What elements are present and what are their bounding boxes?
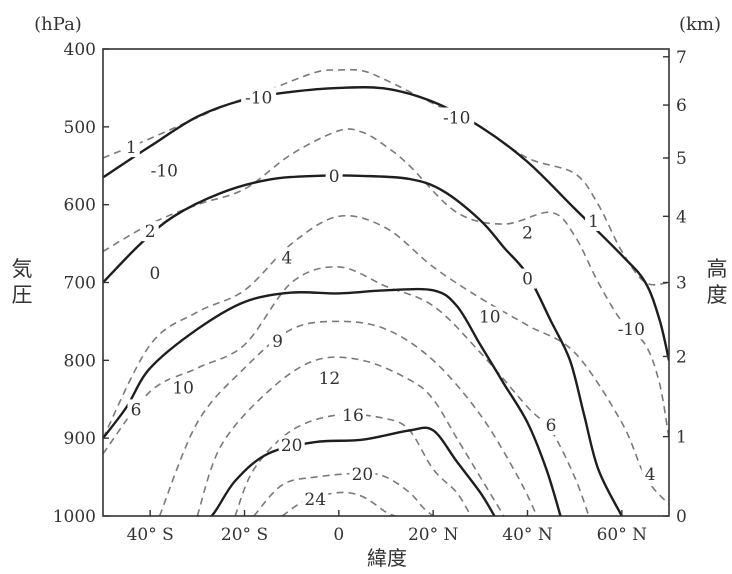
left-tick-label: 600 [64,196,96,216]
contour-label-backing [325,165,343,186]
contour-label-backing [241,87,277,108]
left-tick-label: 700 [64,274,96,294]
dashed-contour-6 [103,266,590,516]
left-axis-title-char-2: 圧 [12,283,33,307]
solid-contour-20 [197,426,496,516]
right-tick-label: 3 [676,274,687,294]
right-axis-title-char-2: 度 [707,283,728,307]
contour-label: 0 [149,264,160,284]
right-tick-label: 7 [676,48,687,68]
contour-label: 1 [588,212,599,232]
contour-label-backing [146,263,164,284]
contour-label-backing [439,107,475,128]
right-tick-label: 6 [676,96,687,116]
contour-label: 10 [172,379,194,399]
left-tick-label: 500 [64,118,96,138]
dashed-contour-12 [196,356,505,516]
contour-label: -10 [151,161,178,181]
contour-label-backing [519,268,536,289]
solid-contour--10 [103,86,669,361]
contour-label-backing [122,137,140,158]
right-unit-label: (km) [679,14,721,35]
contour-label: 4 [645,465,656,485]
right-tick-label: 0 [676,507,687,527]
contour-label: 20 [281,436,303,456]
left-tick-label: 400 [64,40,96,60]
contour-label-backing [542,414,560,435]
contour-label-backing [641,463,659,484]
contour-label-backing [613,319,649,340]
contour-label-backing [476,306,503,327]
contour-label: -10 [245,88,272,108]
right-tick-label: 2 [676,347,687,367]
contour-label: 10 [479,308,501,328]
contour-label: 0 [329,167,340,187]
left-tick-label: 1000 [53,507,96,527]
contour-label: 0 [522,270,533,290]
contour-label: 2 [522,224,533,244]
contour-label: 1 [126,138,137,158]
contour-label: 4 [282,249,293,269]
contour-label: 6 [131,400,142,420]
x-tick-label: 20° S [221,525,268,545]
right-axis-title-char-1: 高 [707,257,728,281]
contour-label: 20 [352,465,374,485]
contour-label: -10 [618,320,645,340]
contour-label: -10 [443,108,470,128]
contour-label-backing [278,435,305,456]
contour-label-backing [519,222,536,243]
solid-contour-10 [103,287,562,516]
contour-label-backing [269,330,287,351]
axis-ticks: 40° S 20° S 0 20° N 40° N 60° N40050060070080… [53,40,687,545]
contour-label-backing [302,488,329,509]
contour-label: 9 [272,332,283,352]
contour-label: 12 [319,369,341,389]
contour-label-backing [127,399,145,420]
dashed-contour-9 [158,320,538,516]
contour-label-backing [349,463,376,484]
contour-label: 16 [342,406,364,426]
right-tick-label: 4 [676,207,687,227]
right-tick-label: 5 [676,149,687,169]
x-tick-label: 0 [333,525,344,545]
right-tick-label: 1 [676,428,687,448]
contour-label-backing [141,221,159,242]
contour-label: 2 [145,222,156,242]
left-tick-label: 800 [64,351,96,371]
x-axis-title: 緯度 [367,546,407,570]
contour-label-backing [339,404,366,425]
x-tick-label: 20° N [408,525,459,545]
contour-label-backing [170,377,197,398]
solid-contour-0 [103,174,623,516]
dashed-contour-4 [103,214,669,505]
contour-label-backing [146,160,182,181]
contour-label: 6 [546,416,557,436]
contour-label-backing [278,247,296,268]
left-unit-label: (hPa) [34,14,82,35]
x-tick-label: 40° N [502,525,553,545]
x-tick-label: 40° S [127,525,174,545]
left-axis-title-char-1: 気 [12,257,33,281]
left-tick-label: 900 [64,429,96,449]
contour-label-backing [316,368,343,389]
contour-label: 24 [304,490,326,510]
contour-label-backing [585,211,603,232]
dashed-contour-20 [253,472,434,516]
x-tick-label: 60° N [597,525,648,545]
